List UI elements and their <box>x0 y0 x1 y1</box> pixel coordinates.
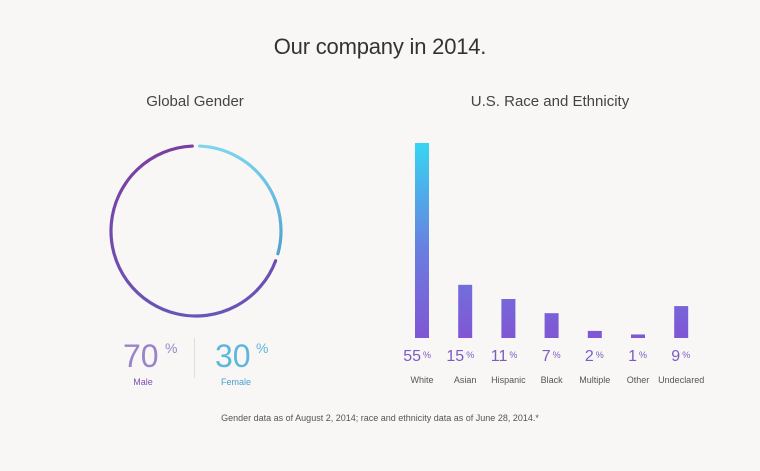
female-label: Female <box>220 377 251 387</box>
bar-value-label: 55 <box>403 348 421 365</box>
gender-divider <box>194 338 195 378</box>
bar-percent-symbol: % <box>509 350 518 360</box>
bar-value-label: 15 <box>446 348 465 365</box>
bar-percent-symbol: % <box>552 350 561 360</box>
footnote: Gender data as of August 2, 2014; race a… <box>221 413 539 423</box>
donut-slice-female <box>198 144 283 256</box>
bar-category-label: Black <box>540 375 563 385</box>
bar-value-label: 9 <box>671 348 681 365</box>
female-percent-symbol: % <box>256 340 269 356</box>
male-percent-symbol: % <box>165 340 178 356</box>
bar-percent-symbol: % <box>682 350 691 360</box>
bar-percent-symbol: % <box>595 350 604 360</box>
bar-percent-symbol: % <box>466 350 475 360</box>
bar-percent-symbol: % <box>423 350 432 360</box>
bar-value-label: 1 <box>628 348 637 365</box>
gender-donut-chart <box>109 144 283 318</box>
race-bar-chart <box>415 143 689 338</box>
bar-black <box>544 313 559 338</box>
bar-asian <box>458 284 473 338</box>
male-percent-value: 70 <box>123 338 159 374</box>
male-label: Male <box>133 377 153 387</box>
bar-category-label: Undeclared <box>658 375 705 385</box>
bar-category-label: Multiple <box>579 375 611 385</box>
female-percent-value: 30 <box>215 338 251 374</box>
bar-value-label: 11 <box>490 348 508 365</box>
bar-category-label: White <box>410 375 434 385</box>
bar-percent-symbol: % <box>639 350 648 360</box>
bar-multiple <box>587 330 602 338</box>
bar-hispanic <box>501 299 516 338</box>
bar-white <box>415 143 429 338</box>
bar-category-label: Asian <box>453 375 477 385</box>
bar-undeclared <box>674 306 689 338</box>
race-chart-title: U.S. Race and Ethnicity <box>470 93 630 110</box>
bar-other <box>631 334 645 338</box>
page-title: Our company in 2014. <box>273 34 487 59</box>
bar-category-label: Other <box>626 375 650 385</box>
donut-slice-male <box>109 144 278 318</box>
bar-value-label: 7 <box>541 348 551 365</box>
bar-value-label: 2 <box>584 348 594 365</box>
bar-category-label: Hispanic <box>491 375 526 385</box>
gender-chart-title: Global Gender <box>146 93 244 110</box>
